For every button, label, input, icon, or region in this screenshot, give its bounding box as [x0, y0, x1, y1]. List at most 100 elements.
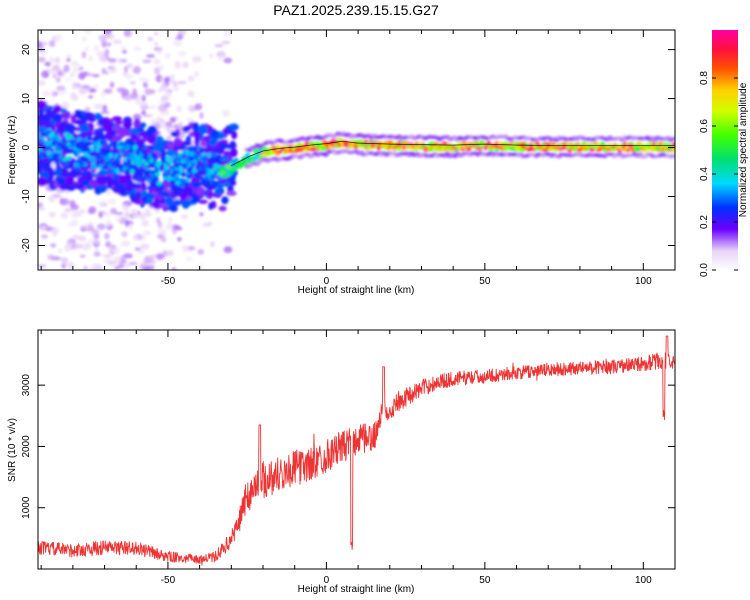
spectrogram-speckle [39, 225, 48, 230]
spectrogram-cell [96, 155, 102, 161]
spectrogram-cell [102, 165, 108, 171]
spectrogram-cell [166, 142, 175, 150]
spectrogram-cell [85, 173, 94, 181]
spectrogram-y-tick-label: -20 [21, 238, 32, 253]
spectrogram-speckle [94, 103, 104, 110]
spectrogram-cell [158, 191, 170, 197]
spectrogram-cell [76, 149, 82, 155]
spectrogram-x-tick-label: -50 [161, 276, 176, 287]
colorbar-tick-label: 0.4 [699, 167, 710, 181]
spectrogram-cell [231, 130, 238, 140]
spectrogram-speckle [194, 71, 200, 77]
colorbar-tick-label: 0.8 [699, 71, 710, 85]
spectrogram-speckle [143, 230, 152, 236]
spectrogram-cell [38, 177, 48, 187]
spectrogram-speckle [81, 36, 87, 42]
spectrogram-cell [49, 131, 55, 137]
spectrogram-cell [191, 181, 201, 189]
spectrogram-cell [178, 192, 188, 199]
spectrogram-speckle [216, 51, 226, 58]
spectrogram-speckle [209, 53, 214, 59]
spectrogram-cell [129, 194, 137, 199]
spectrogram-cell [195, 186, 206, 197]
spectrogram-cell [226, 190, 237, 196]
spectrogram-cell [108, 177, 115, 187]
figure-title: PAZ1.2025.239.15.15.G27 [273, 2, 439, 18]
spectrogram-speckle [151, 254, 156, 258]
spectrogram-cell [180, 172, 186, 178]
spectrogram-speckle [134, 46, 142, 51]
spectrogram-cell [58, 123, 66, 131]
spectrogram-speckle [98, 34, 107, 42]
spectrogram-cell [165, 156, 171, 162]
spectrogram-speckle [70, 204, 80, 211]
spectrogram-speckle [223, 30, 230, 37]
spectrogram-speckle [38, 79, 46, 86]
spectrogram-cell [170, 131, 178, 137]
spectrogram-speckle [92, 73, 100, 78]
spectrogram-speckle [107, 34, 115, 40]
spectrogram-speckle [64, 243, 73, 252]
spectrogram-speckle [78, 87, 88, 95]
spectrogram-speckle [187, 91, 195, 98]
spectrogram-cell [52, 153, 58, 159]
spectrogram-cell [141, 149, 147, 155]
spectrogram-speckle [115, 217, 122, 223]
snr-panel: -50 0 50 100 1000 2000 3000 Height of straight… [7, 329, 676, 595]
spectrogram-cell [189, 151, 195, 157]
spectrogram-cell [65, 124, 77, 132]
spectrogram-speckle [199, 212, 204, 217]
spectrogram-speckle [71, 84, 78, 90]
spectrogram-speckle [223, 246, 233, 254]
spectrogram-cell [99, 147, 105, 153]
spectrogram-cell [139, 122, 147, 128]
spectrogram-cell [68, 148, 74, 154]
spectrogram-speckle [66, 54, 72, 59]
snr-y-axis-label: SNR (10 * v/v) [7, 418, 18, 482]
spectrogram-cell [219, 142, 226, 151]
spectrogram-speckle [222, 109, 230, 117]
spectrogram-cell [164, 196, 174, 207]
spectrogram-speckle [98, 200, 106, 208]
spectrogram-cell [66, 155, 72, 161]
spectrogram-speckle [169, 116, 177, 123]
spectrogram-cell [62, 156, 68, 162]
spectrogram-speckle [48, 40, 56, 48]
spectrogram-speckle [186, 246, 196, 251]
spectrogram-cell [146, 196, 154, 205]
spectrogram-cell [86, 135, 92, 141]
spectrogram-speckle [214, 44, 224, 48]
spectrogram-cell [198, 199, 208, 204]
spectrogram-speckle [154, 31, 159, 36]
spectrogram-cell [152, 153, 158, 159]
spectrogram-speckle [123, 253, 133, 259]
spectrogram-speckle [141, 219, 150, 227]
spectrogram-speckle [101, 71, 110, 75]
spectrogram-cell [96, 127, 105, 132]
spectrogram-speckle [64, 78, 73, 82]
spectrogram-cell [466, 147, 472, 152]
spectrogram-cell [54, 168, 62, 176]
spectrogram-cell [230, 173, 236, 182]
spectrogram-speckle [73, 243, 84, 249]
spectrogram-speckle [44, 71, 49, 78]
spectrogram-speckle [202, 222, 210, 228]
spectrogram-speckle [81, 51, 87, 59]
spectrogram-speckle [165, 223, 173, 231]
spectrogram-cell [114, 124, 122, 133]
spectrogram-cell [60, 172, 71, 177]
spectrogram-speckle [43, 41, 48, 46]
spectrogram-speckle [176, 80, 187, 85]
snr-x-axis-label: Height of straight line (km) [298, 584, 415, 595]
spectrogram-speckle [165, 249, 174, 257]
spectrogram-speckle [69, 71, 76, 78]
spectrogram-speckle [62, 258, 68, 267]
spectrogram-cell [218, 205, 227, 212]
spectrogram-speckle [159, 77, 165, 82]
spectrogram-cell [227, 185, 234, 193]
spectrogram-speckle [172, 40, 183, 47]
spectrogram-cell [175, 189, 183, 194]
spectrogram-cell [175, 180, 181, 186]
spectrogram-cell [52, 109, 58, 114]
spectrogram-cell [208, 164, 214, 170]
